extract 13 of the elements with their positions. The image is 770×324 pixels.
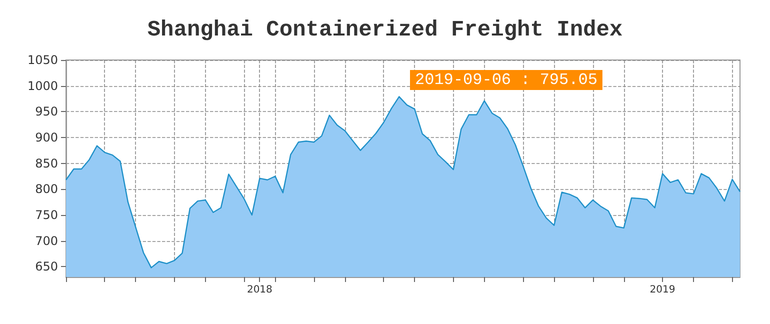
- y-tick-label: 850: [35, 156, 58, 170]
- y-tick-label: 1000: [27, 78, 58, 93]
- annotation: 2019-09-06 : 795.05: [415, 71, 598, 89]
- y-tick-label: 650: [35, 260, 58, 274]
- chart-title: Shanghai Containerized Freight Index: [147, 18, 623, 42]
- y-tick-label: 750: [35, 208, 58, 222]
- y-tick-label: 700: [35, 234, 58, 248]
- y-tick-label: 950: [35, 104, 58, 119]
- x-tick-label: 2018: [246, 284, 272, 296]
- x-tick-label: 2019: [650, 284, 676, 296]
- y-tick-label: 1050: [27, 53, 58, 67]
- y-tick-label: 900: [35, 130, 58, 144]
- y-tick-label: 800: [35, 182, 58, 196]
